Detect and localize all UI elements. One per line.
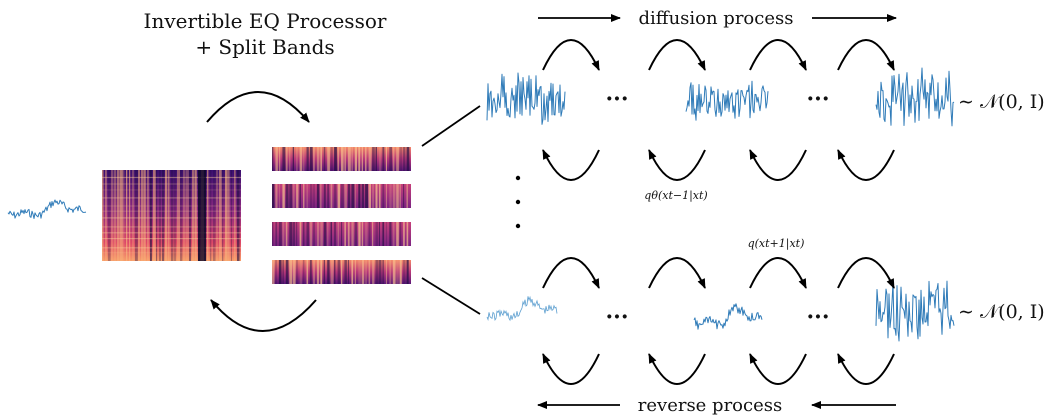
title-line-1: Invertible EQ Processor xyxy=(144,9,387,33)
bottom-ellipsis-2: ··· xyxy=(807,304,830,330)
top-normal-distribution: ∼ 𝒩(0, I) xyxy=(958,91,1045,113)
input-waveform xyxy=(7,199,87,219)
band-4 xyxy=(272,260,411,284)
vertical-ellipsis xyxy=(515,175,521,229)
top-waveform-2 xyxy=(685,80,769,121)
title-line-2: + Split Bands xyxy=(195,35,334,59)
bottom-forward-arcs xyxy=(542,257,895,289)
connector-bottom xyxy=(421,277,481,315)
eq-forward-arrow xyxy=(206,91,310,123)
band-1 xyxy=(272,147,411,171)
top-waveform-3 xyxy=(875,67,955,127)
split-bands xyxy=(272,147,411,284)
reverse-transition-label: qθ(xt−1|xt) xyxy=(644,189,707,203)
diffusion-process-label: diffusion process xyxy=(639,8,794,29)
bottom-reverse-arcs xyxy=(542,353,895,385)
reverse-process-label: reverse process xyxy=(638,395,782,415)
bottom-ellipsis-1: ··· xyxy=(606,304,629,330)
eq-inverse-arrow xyxy=(210,299,317,332)
top-ellipsis-1: ··· xyxy=(606,86,629,112)
spectrogram xyxy=(102,170,241,261)
connector-top xyxy=(421,105,481,147)
band-2 xyxy=(272,184,411,208)
top-reverse-arcs xyxy=(542,149,895,181)
top-forward-arcs xyxy=(542,39,895,71)
bottom-normal-distribution: ∼ 𝒩(0, I) xyxy=(958,301,1045,323)
top-ellipsis-2: ··· xyxy=(807,86,830,112)
forward-transition-label: q(xt+1|xt) xyxy=(748,237,805,251)
bottom-waveform-3 xyxy=(875,280,955,342)
bottom-waveform-1 xyxy=(486,295,558,322)
top-waveform-1 xyxy=(486,72,566,125)
bottom-waveform-2 xyxy=(693,303,763,330)
band-3 xyxy=(272,222,411,246)
